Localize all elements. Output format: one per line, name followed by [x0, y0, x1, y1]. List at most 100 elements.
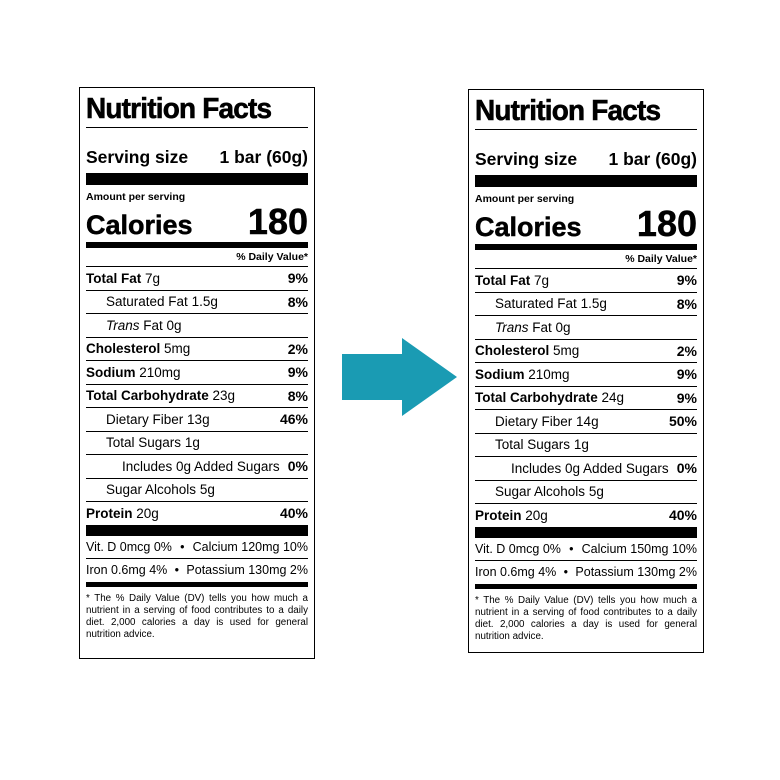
iron: Iron 0.6mg 4%: [86, 563, 168, 578]
nutrient-name: Dietary Fiber: [495, 413, 573, 429]
bullet: •: [180, 539, 185, 554]
nutrient-row-cholesterol: Cholesterol 5mg 2%: [86, 338, 308, 361]
calories-row: Calories 180: [86, 201, 309, 242]
nutrient-amount: 5g: [588, 484, 604, 500]
nutrient-dv: 2%: [287, 340, 308, 357]
bullet: •: [563, 565, 569, 580]
serving-size-row: Serving size 1 bar (60g): [475, 149, 697, 169]
nutrient-name: Sugar Alcohols: [106, 482, 197, 498]
nutrition-label-after: Nutrition Facts Serving size 1 bar (60g)…: [468, 89, 704, 653]
nutrient-row-total-fat: Total Fat 7g 9%: [475, 269, 697, 293]
serving-size-label: Serving size: [86, 147, 189, 167]
calories-label: Calories: [86, 210, 193, 241]
daily-value-header: % Daily Value*: [475, 250, 697, 269]
nutrient-amount: 1.5g: [580, 296, 607, 312]
nutrient-amount: 5mg: [164, 341, 191, 357]
footnote-divider: [475, 583, 697, 589]
nutrient-dv: 40%: [279, 505, 308, 522]
nutrient-row-dietary-fiber: Dietary Fiber 14g 50%: [475, 410, 697, 434]
nutrient-amount: Fat 0g: [143, 317, 182, 333]
nutrient-row-total-fat: Total Fat 7g 9%: [86, 267, 308, 291]
bullet: •: [569, 541, 574, 556]
nutrient-dv: 9%: [676, 366, 697, 383]
nutrient-amount: 210mg: [528, 366, 570, 382]
nutrition-label-before: Nutrition Facts Serving size 1 bar (60g)…: [79, 87, 315, 659]
thick-divider: [475, 175, 697, 187]
label-title: Nutrition Facts: [475, 95, 662, 128]
nutrient-name: Cholesterol: [86, 341, 161, 357]
nutrient-dv: 2%: [676, 342, 697, 359]
nutrient-name: Saturated Fat: [495, 296, 577, 312]
calories-row: Calories 180: [475, 203, 698, 244]
nutrient-amount: Fat 0g: [532, 319, 571, 335]
potassium: Potassium 130mg 2%: [575, 565, 697, 580]
nutrient-dv: 46%: [279, 411, 308, 428]
nutrient-amount: 20g: [136, 505, 159, 521]
nutrient-row-sugar-alcohols: Sugar Alcohols 5g: [86, 479, 308, 502]
nutrient-row-saturated-fat: Saturated Fat 1.5g 8%: [86, 291, 308, 314]
calories-value: 180: [247, 201, 309, 242]
mineral-row-1: Vit. D 0mcg 0% • Calcium 120mg 10%: [86, 536, 308, 559]
vitamin-d: Vit. D 0mcg 0%: [86, 539, 172, 554]
nutrient-dv: 50%: [668, 413, 697, 430]
nutrient-amount: 5mg: [553, 343, 580, 359]
label-title: Nutrition Facts: [86, 93, 273, 126]
nutrient-row-dietary-fiber: Dietary Fiber 13g 46%: [86, 408, 308, 432]
nutrient-row-sodium: Sodium 210mg 9%: [475, 363, 697, 387]
mineral-row-2: Iron 0.6mg 4% • Potassium 130mg 2%: [86, 559, 308, 582]
medium-divider: [475, 244, 697, 250]
nutrient-name: Sodium: [86, 364, 136, 380]
vitamin-d: Vit. D 0mcg 0%: [475, 541, 561, 556]
nutrient-amount: 7g: [534, 272, 550, 288]
calories-label: Calories: [475, 212, 582, 243]
nutrient-name: Trans: [495, 319, 529, 335]
nutrient-dv: 0%: [287, 458, 308, 475]
amount-per-serving: Amount per serving: [475, 193, 575, 205]
footnote: * The % Daily Value (DV) tells you how m…: [86, 592, 308, 640]
nutrient-row-sodium: Sodium 210mg 9%: [86, 361, 308, 385]
nutrient-amount: 14g: [576, 413, 599, 429]
thick-divider: [86, 173, 308, 185]
nutrient-row-total-carbohydrate: Total Carbohydrate 23g 8%: [86, 385, 308, 408]
iron: Iron 0.6mg 4%: [475, 565, 557, 580]
mineral-row-1: Vit. D 0mcg 0% • Calcium 150mg 10%: [475, 538, 697, 561]
nutrient-name: Protein: [475, 507, 522, 523]
amount-per-serving: Amount per serving: [86, 191, 186, 203]
divider: [475, 129, 697, 130]
nutrient-amount: 1g: [184, 435, 200, 451]
nutrient-dv: 8%: [287, 293, 308, 310]
nutrient-amount: 5g: [199, 482, 215, 498]
calcium: Calcium 150mg 10%: [581, 541, 697, 556]
nutrient-row-trans-fat: Trans Fat 0g: [86, 314, 308, 338]
nutrient-row-total-sugars: Total Sugars 1g: [475, 434, 697, 457]
nutrient-dv: 9%: [287, 364, 308, 381]
right-arrow-icon: [342, 338, 457, 416]
footnote-divider: [86, 581, 308, 587]
calcium: Calcium 120mg 10%: [192, 539, 308, 554]
nutrient-name: Total Sugars: [106, 435, 182, 451]
nutrient-name: Saturated Fat: [106, 294, 188, 310]
nutrient-name: Sodium: [475, 366, 525, 382]
nutrient-row-total-sugars: Total Sugars 1g: [86, 432, 308, 455]
nutrient-amount: 20g: [525, 507, 548, 523]
nutrient-row-added-sugars: Includes 0g Added Sugars 0%: [86, 455, 308, 479]
nutrient-name: Protein: [86, 505, 133, 521]
nutrient-name: Includes 0g Added Sugars: [511, 460, 669, 476]
nutrient-amount: 13g: [187, 411, 210, 427]
thick-divider: [475, 526, 697, 538]
mineral-row-2: Iron 0.6mg 4% • Potassium 130mg 2%: [475, 561, 697, 584]
nutrient-row-total-carbohydrate: Total Carbohydrate 24g 9%: [475, 387, 697, 410]
calories-value: 180: [636, 203, 698, 244]
nutrient-dv: 8%: [287, 387, 308, 404]
nutrient-name: Total Fat: [475, 272, 531, 288]
divider: [86, 127, 308, 128]
serving-size-label: Serving size: [475, 149, 578, 169]
nutrient-row-saturated-fat: Saturated Fat 1.5g 8%: [475, 293, 697, 316]
nutrient-row-protein: Protein 20g 40%: [86, 502, 308, 525]
nutrient-amount: 24g: [601, 390, 625, 406]
nutrient-name: Total Fat: [86, 270, 142, 286]
nutrient-name: Dietary Fiber: [106, 411, 184, 427]
bullet: •: [174, 563, 180, 578]
nutrient-dv: 8%: [676, 295, 697, 312]
nutrient-row-trans-fat: Trans Fat 0g: [475, 316, 697, 340]
